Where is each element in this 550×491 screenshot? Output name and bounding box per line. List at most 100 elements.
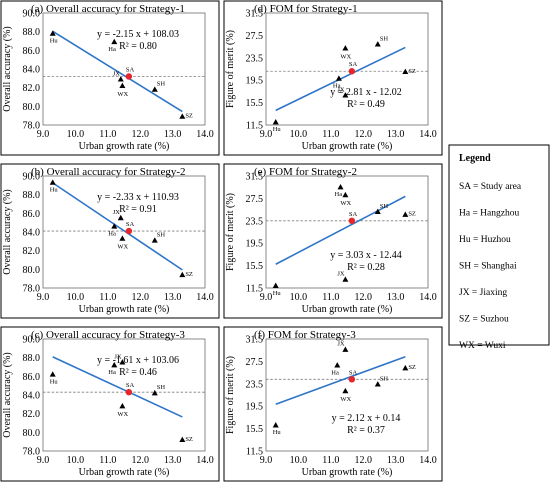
y-tick-label: 80.0 <box>23 102 41 113</box>
y-tick-label: 88.0 <box>23 353 41 364</box>
x-tick-label: 12.0 <box>131 455 149 466</box>
x-tick-label: 11.0 <box>99 129 116 140</box>
regression-equation: y = 3.03 x - 12.44 <box>330 250 401 261</box>
data-point-label: Hu <box>50 187 59 194</box>
y-tick-label: 88.0 <box>23 190 41 201</box>
r-squared-value: R² = 0.37 <box>347 425 385 436</box>
data-point-marker <box>402 364 409 371</box>
data-point-marker <box>111 361 118 368</box>
x-axis-label: Urban growth rate (%) <box>302 467 393 478</box>
plot-area-frame <box>42 338 206 452</box>
data-point-label: JX <box>337 271 345 278</box>
data-point-label: WX <box>340 53 351 60</box>
data-point-marker <box>272 119 279 125</box>
data-point-marker <box>342 387 349 394</box>
y-tick-label: 19.5 <box>246 239 264 250</box>
data-point-label: JX <box>113 70 121 77</box>
data-point-label: Hu <box>273 429 282 436</box>
y-tick-label: 84.0 <box>23 228 41 239</box>
legend-item: Ha = Hangzhou <box>459 209 519 219</box>
y-tick-label: 84.0 <box>23 391 41 402</box>
x-tick-label: 12.0 <box>354 455 372 466</box>
data-point-marker <box>117 214 124 221</box>
y-tick-label: 86.0 <box>23 372 41 383</box>
x-tick-label: 11.0 <box>322 129 339 140</box>
data-point-label: WX <box>117 411 128 418</box>
x-tick-label: 10.0 <box>67 455 85 466</box>
data-point-marker <box>342 346 349 352</box>
data-point-label: SZ <box>185 271 193 278</box>
chart-panel: 11.5 15.5 19.5 23.5 27.5 31.5 9.0 10.0 11.0 12.0 1… <box>223 0 443 156</box>
legend-item: Hu = Huzhou <box>459 235 511 245</box>
data-point-marker <box>337 184 344 190</box>
data-point-label: SH <box>157 81 166 88</box>
data-point-marker <box>179 113 186 119</box>
data-point-label: Hu <box>50 378 59 385</box>
data-point-marker <box>374 208 381 215</box>
regression-equation: y = 2.12 x + 0.14 <box>332 413 401 424</box>
y-tick-label: 90.0 <box>23 9 41 20</box>
data-point-label: WX <box>117 91 128 98</box>
data-point-marker <box>179 271 186 278</box>
x-tick-label: 9.0 <box>260 455 273 466</box>
data-point-marker <box>342 45 349 51</box>
y-tick-label: 88.0 <box>23 27 41 38</box>
study-area-marker <box>125 73 133 80</box>
x-tick-label: 11.0 <box>322 292 339 303</box>
data-point-label: SZ <box>185 436 193 443</box>
data-point-marker <box>374 381 381 387</box>
x-tick-label: 11.0 <box>322 455 339 466</box>
y-tick-label: 90.0 <box>23 335 41 346</box>
y-tick-label: 15.5 <box>246 261 264 272</box>
plot-area-frame <box>265 338 429 452</box>
legend: Legend SA = Study area Ha = Hangzhou Hu = H… <box>448 144 550 351</box>
study-area-marker <box>125 227 133 235</box>
y-tick-label: 90.0 <box>23 172 41 183</box>
y-tick-label: 23.5 <box>246 216 264 227</box>
data-point-label: Ha <box>108 230 116 237</box>
y-tick-label: 27.5 <box>246 194 264 205</box>
x-tick-label: 12.0 <box>131 292 149 303</box>
data-point-label: SZ <box>408 68 416 75</box>
data-point-label: JX <box>337 86 345 93</box>
study-area-label: SA <box>349 369 358 376</box>
y-tick-label: 31.5 <box>246 172 264 183</box>
plot-area-frame <box>265 12 429 126</box>
chart-panel: 78.0 80.0 82.0 84.0 86.0 88.0 90.0 9.0 10.0 11.0 1… <box>0 163 220 319</box>
panel-frame <box>223 163 443 319</box>
y-axis-label: Figure of merit (%) <box>225 356 236 434</box>
legend-item: WX = Wuxi <box>459 341 506 351</box>
x-axis-label: Urban growth rate (%) <box>79 304 170 315</box>
data-point-marker <box>334 362 341 368</box>
chart-title: (b) Overall accuracy for Strategy-2 <box>31 166 186 178</box>
chart-panel: 78.0 80.0 82.0 84.0 86.0 88.0 90.0 9.0 10.0 11.0 1… <box>0 326 220 482</box>
data-point-label: Ha <box>331 369 339 376</box>
x-tick-label: 10.0 <box>290 455 308 466</box>
y-tick-label: 78.0 <box>23 121 41 132</box>
regression-equation: y = -2.33 x + 110.93 <box>97 192 179 203</box>
data-point-marker <box>272 422 279 428</box>
r-squared-value: R² = 0.80 <box>119 41 157 52</box>
y-tick-label: 11.5 <box>246 447 263 458</box>
legend-frame <box>448 144 550 346</box>
data-point-marker <box>342 92 349 98</box>
data-point-label: SZ <box>185 113 193 120</box>
data-point-marker <box>374 41 381 47</box>
legend-item: SZ = Suzhou <box>459 315 509 325</box>
y-axis-label: Overall accuracy (%) <box>2 352 13 438</box>
chart-title: (a) Overall accuracy for Strategy-1 <box>31 3 185 15</box>
data-point-label: JX <box>114 353 122 360</box>
x-tick-label: 13.0 <box>387 292 405 303</box>
regression-line <box>275 195 406 265</box>
study-area-label: SA <box>349 211 358 218</box>
data-point-marker <box>119 359 126 365</box>
data-point-label: SH <box>380 203 389 210</box>
regression-equation: y = -1.61 x + 103.06 <box>97 355 179 366</box>
y-tick-label: 84.0 <box>23 65 41 76</box>
x-tick-label: 12.0 <box>354 292 372 303</box>
y-tick-label: 82.0 <box>23 83 41 94</box>
r-squared-value: R² = 0.91 <box>119 204 157 215</box>
x-tick-label: 11.0 <box>99 455 116 466</box>
data-point-label: Ha <box>335 191 343 198</box>
data-point-label: WX <box>340 396 351 403</box>
